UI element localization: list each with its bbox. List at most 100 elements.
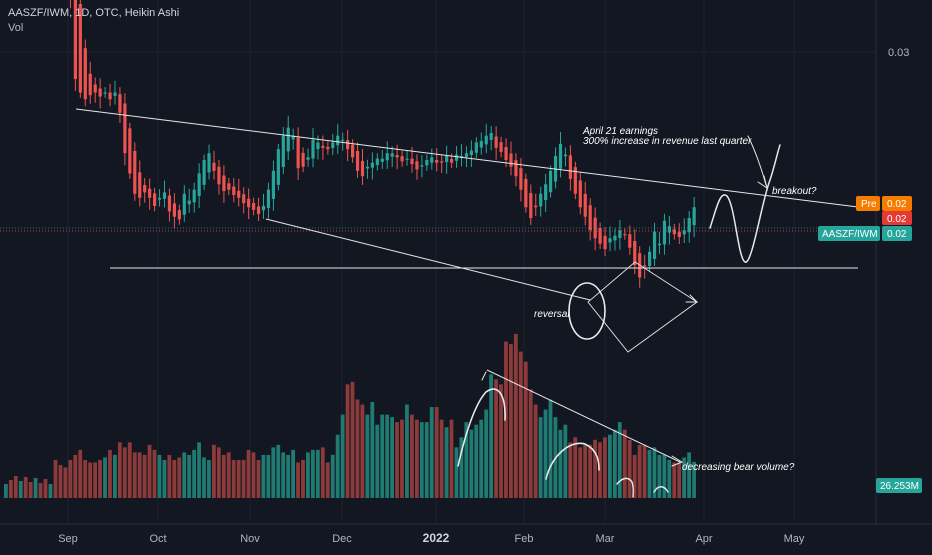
volume-hump-1 <box>457 388 506 467</box>
volume-bar <box>221 454 226 498</box>
candle-body <box>445 155 449 163</box>
candle-body <box>405 158 409 160</box>
volume-bar <box>647 449 652 498</box>
volume-bar <box>315 449 320 498</box>
candle-body <box>128 128 132 174</box>
candle-body <box>207 153 211 173</box>
volume-bar <box>78 449 83 498</box>
volume-bar <box>241 459 246 498</box>
volume-bar <box>414 419 419 498</box>
candle-body <box>583 193 587 217</box>
volume-bar <box>543 409 548 498</box>
candle-body <box>301 152 305 167</box>
volume-bar <box>395 422 399 498</box>
candle-body <box>98 88 102 97</box>
candle-body <box>573 167 577 194</box>
volume-bar <box>548 399 553 498</box>
volume-hump-2 <box>545 442 600 480</box>
volume-bar <box>147 444 152 498</box>
volume-bar <box>429 407 434 498</box>
breakout-arrow <box>747 135 768 190</box>
revenue-annotation: 300% increase in revenue last quarter <box>583 136 752 147</box>
volume-bar <box>251 452 256 498</box>
candle-body <box>247 198 251 208</box>
candle-body <box>415 161 419 170</box>
candle-body <box>519 168 523 190</box>
volume-bar <box>523 361 528 498</box>
volume-bar <box>18 481 23 498</box>
candle-body <box>281 135 285 168</box>
candles <box>69 0 696 288</box>
candle-body <box>499 142 503 152</box>
volume-bar <box>538 417 543 498</box>
volume-bar <box>167 454 172 498</box>
volume-bar <box>152 449 157 498</box>
volume-bar <box>444 427 449 498</box>
candle-body <box>652 231 657 259</box>
volume-bar <box>459 437 464 498</box>
candle-body <box>197 173 201 197</box>
volume-tag-bg <box>876 478 922 493</box>
volume-bar <box>216 447 221 498</box>
candle-body <box>162 192 167 199</box>
price-tick-label: 0.03 <box>888 47 909 59</box>
candle-body <box>217 166 221 185</box>
volume-bar <box>68 459 73 498</box>
volume-bar <box>518 351 523 498</box>
candle-body <box>667 226 671 233</box>
volume-bar <box>692 461 696 498</box>
diamond-pattern <box>587 261 698 353</box>
candle-body <box>93 84 97 93</box>
candle-body <box>286 127 290 152</box>
candle-body <box>177 210 181 220</box>
x-tick-label: Sep <box>58 533 78 545</box>
volume-bar <box>261 454 266 498</box>
volume-bar <box>98 459 102 498</box>
x-tick-label: Oct <box>149 533 166 545</box>
x-tick-label: Dec <box>332 533 352 545</box>
candle-body <box>489 133 493 141</box>
volume-bar <box>117 442 122 498</box>
volume-bar <box>197 442 201 498</box>
candle-body <box>103 92 107 94</box>
volume-tag: 26.253M <box>876 478 922 493</box>
candle-body <box>296 137 300 169</box>
symbol-tag-label-bg <box>818 226 880 241</box>
volume-bar <box>687 452 691 498</box>
volume-bar <box>53 459 58 498</box>
grid <box>0 0 876 523</box>
volume-bar <box>410 414 414 498</box>
candle-body <box>425 160 429 166</box>
volume-bar <box>682 457 687 498</box>
symbol-tag-value-bg <box>882 226 912 241</box>
volume-bar <box>469 429 474 498</box>
volume-bar <box>588 444 592 498</box>
candle-body <box>306 157 310 160</box>
candle-body <box>143 185 147 193</box>
candle-body <box>410 158 414 165</box>
volume-bar <box>325 462 330 498</box>
candle-body <box>534 205 538 208</box>
volume-bar <box>558 429 563 498</box>
volume-bar <box>568 442 573 498</box>
volume-bar <box>23 477 28 498</box>
candle-body <box>311 139 315 159</box>
candle-body <box>578 180 582 208</box>
volume-tag-value: 26.253M <box>880 481 919 492</box>
volume-bar <box>157 454 162 498</box>
lower-channel-line <box>265 218 591 301</box>
x-tick-label: Nov <box>240 533 260 545</box>
volume-bar <box>192 449 196 498</box>
projection-curve <box>709 144 781 263</box>
candle-body <box>677 231 681 237</box>
symbol-title: AASZF/IWM, 1D, OTC, Heikin Ashi <box>8 7 180 19</box>
breakout-annotation: breakout? <box>772 186 817 197</box>
volume-bar <box>652 447 657 498</box>
candle-body <box>469 150 473 156</box>
volume-bar <box>593 439 597 498</box>
candle-body <box>341 139 345 141</box>
candle-body <box>326 146 330 150</box>
candle-body <box>78 3 82 93</box>
candle-body <box>83 48 87 100</box>
